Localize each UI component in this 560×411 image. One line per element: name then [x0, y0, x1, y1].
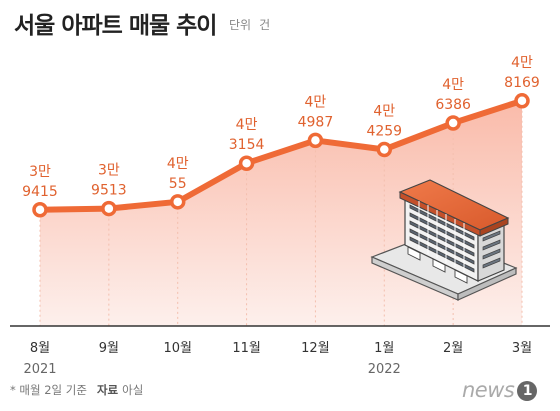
apartment-building-illustration — [370, 179, 518, 301]
data-point — [238, 155, 255, 171]
data-label-bottom: 55 — [169, 176, 187, 192]
year-label: 2022 — [368, 362, 401, 377]
footnote: * 매월 2일 기준 자료 아실 — [10, 382, 143, 398]
x-tick-label: 10월 — [163, 341, 192, 356]
footnote-note: * 매월 2일 기준 — [10, 383, 87, 397]
x-tick-label: 11월 — [232, 341, 261, 356]
x-tick-label: 1월 — [374, 341, 394, 356]
data-point — [32, 202, 48, 218]
data-label-top: 4만 — [373, 103, 395, 119]
data-label-bottom: 3154 — [229, 137, 265, 153]
x-axis: 8월 9월 10월 11월 12월 1월 2월 3월 2021 2022 — [10, 325, 550, 377]
unit-label: 단위 건 — [229, 16, 270, 33]
x-tick-label: 2월 — [443, 341, 463, 356]
unit-value: 건 — [259, 18, 271, 32]
data-point — [307, 132, 324, 149]
data-label-top: 4만 — [442, 77, 464, 93]
data-label-bottom: 9513 — [91, 183, 127, 199]
data-label-top: 3만 — [29, 164, 51, 180]
data-point — [514, 93, 530, 109]
news1-logo: news 1 — [462, 378, 538, 402]
data-label-bottom: 4259 — [366, 123, 402, 139]
series-line — [37, 97, 525, 213]
data-point — [376, 141, 393, 158]
line-layer — [32, 93, 530, 218]
x-tick-label: 9월 — [99, 341, 119, 356]
year-label: 2021 — [23, 362, 56, 377]
data-label-bottom: 9415 — [22, 184, 58, 200]
x-tick-label: 8월 — [30, 341, 50, 356]
chart-title: 서울 아파트 매물 추이 — [14, 13, 217, 39]
unit-label-text: 단위 — [229, 18, 252, 32]
data-label-bottom: 8169 — [504, 75, 540, 91]
footnote-source-label: 자료 — [96, 383, 119, 397]
footnote-source: 아실 — [122, 383, 144, 397]
x-tick-label: 12월 — [301, 341, 330, 356]
data-point — [101, 200, 117, 217]
data-label-top: 4만 — [511, 55, 533, 71]
x-tick-label: 3월 — [512, 341, 532, 356]
logo-badge: 1 — [517, 381, 538, 401]
data-label-top: 4만 — [305, 94, 327, 110]
data-label-top: 4만 — [236, 117, 258, 133]
data-point — [169, 194, 186, 210]
data-label-top: 3만 — [98, 163, 120, 179]
data-label-top: 4만 — [167, 156, 189, 172]
data-label-bottom: 6386 — [435, 97, 471, 113]
data-point — [445, 115, 461, 131]
label-layer: 3만 9415 3만 9513 4만 55 4만 3154 4만 4987 4만 4259 4만 6386… — [22, 55, 540, 200]
logo-text: news — [462, 378, 515, 402]
data-label-bottom: 4987 — [298, 114, 334, 130]
